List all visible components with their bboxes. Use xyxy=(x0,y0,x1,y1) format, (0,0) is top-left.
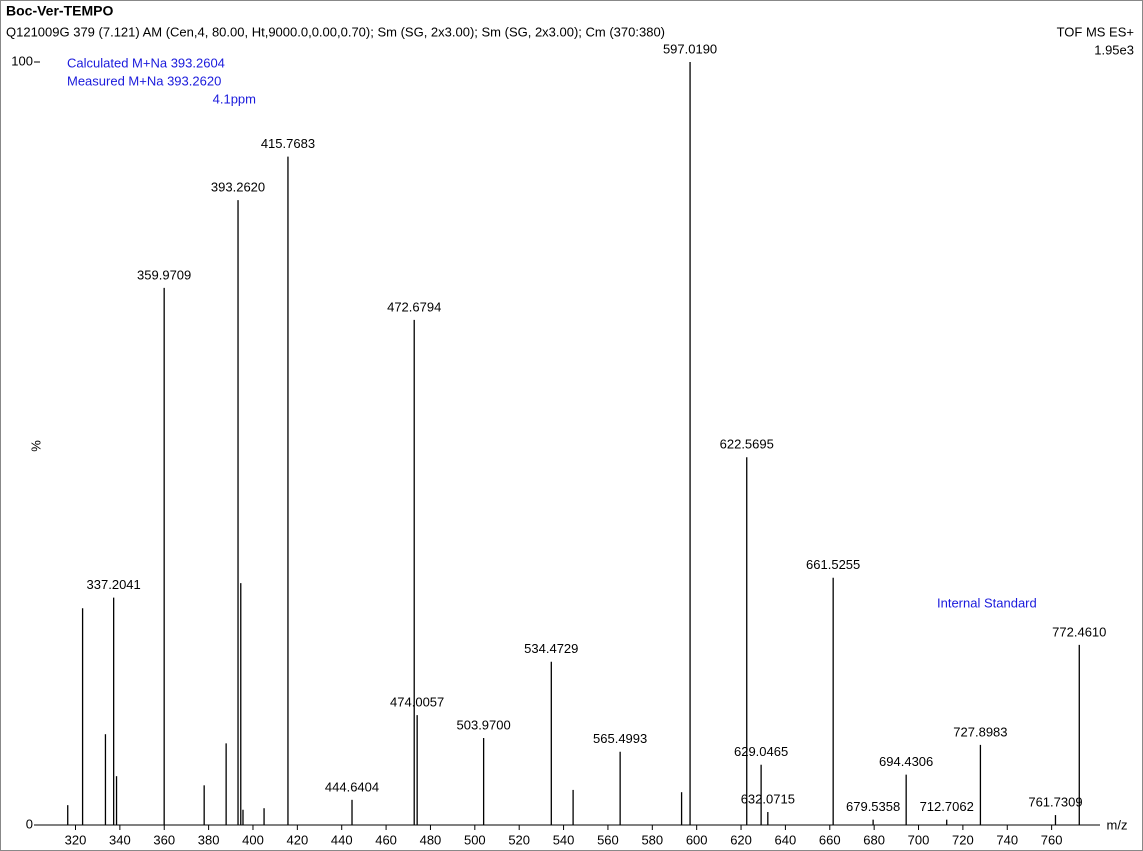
annotation: 4.1ppm xyxy=(213,91,256,106)
x-tick-label: 500 xyxy=(464,832,486,847)
x-tick-label: 560 xyxy=(597,832,619,847)
peak-label: 761.7309 xyxy=(1028,795,1082,810)
x-tick-label: 400 xyxy=(242,832,264,847)
instrument: TOF MS ES+ xyxy=(1057,24,1134,39)
peak-label: 472.6794 xyxy=(387,299,441,314)
x-tick-label: 680 xyxy=(863,832,885,847)
peak-label: 503.9700 xyxy=(457,717,511,732)
peak-label: 565.4993 xyxy=(593,731,647,746)
x-tick-label: 520 xyxy=(508,832,530,847)
peak-label: 772.4610 xyxy=(1052,624,1106,639)
peak-label: 679.5358 xyxy=(846,799,900,814)
x-tick-label: 580 xyxy=(641,832,663,847)
intensity: 1.95e3 xyxy=(1094,42,1134,57)
x-tick-label: 360 xyxy=(153,832,175,847)
y-tick-label: 100 xyxy=(11,53,33,68)
peak-label: 632.0715 xyxy=(741,791,795,806)
x-tick-label: 480 xyxy=(420,832,442,847)
x-tick-label: 720 xyxy=(952,832,974,847)
x-tick-label: 740 xyxy=(996,832,1018,847)
annotation: Measured M+Na 393.2620 xyxy=(67,73,221,88)
peak-label: 622.5695 xyxy=(720,437,774,452)
x-tick-label: 320 xyxy=(65,832,87,847)
annotation: Calculated M+Na 393.2604 xyxy=(67,55,225,70)
x-tick-label: 640 xyxy=(775,832,797,847)
peak-label: 694.4306 xyxy=(879,754,933,769)
chart-title: Boc-Ver-TEMPO xyxy=(6,3,113,19)
x-tick-label: 440 xyxy=(331,832,353,847)
peak-label: 597.0190 xyxy=(663,41,717,56)
peak-label: 727.8983 xyxy=(953,724,1007,739)
peak-label: 393.2620 xyxy=(211,180,265,195)
x-axis-label: m/z xyxy=(1107,817,1128,832)
x-tick-label: 460 xyxy=(375,832,397,847)
x-tick-label: 420 xyxy=(286,832,308,847)
peak-label: 534.4729 xyxy=(524,641,578,656)
peak-label: 337.2041 xyxy=(87,577,141,592)
y-tick-label: 0 xyxy=(26,816,33,831)
peak-label: 661.5255 xyxy=(806,557,860,572)
x-tick-label: 340 xyxy=(109,832,131,847)
x-tick-label: 620 xyxy=(730,832,752,847)
x-tick-label: 380 xyxy=(198,832,220,847)
peak-label: 444.6404 xyxy=(325,779,379,794)
x-tick-label: 760 xyxy=(1041,832,1063,847)
peak-label: 415.7683 xyxy=(261,136,315,151)
x-tick-label: 700 xyxy=(908,832,930,847)
y-axis-label: % xyxy=(28,440,43,452)
x-tick-label: 660 xyxy=(819,832,841,847)
peak-label: 359.9709 xyxy=(137,267,191,282)
x-tick-label: 540 xyxy=(553,832,575,847)
x-tick-label: 600 xyxy=(686,832,708,847)
peak-label: 712.7062 xyxy=(920,799,974,814)
subtitle: Q121009G 379 (7.121) AM (Cen,4, 80.00, H… xyxy=(6,24,665,39)
peak-label: 474.0057 xyxy=(390,695,444,710)
peak-label: 629.0465 xyxy=(734,744,788,759)
annotation: Internal Standard xyxy=(937,595,1037,610)
